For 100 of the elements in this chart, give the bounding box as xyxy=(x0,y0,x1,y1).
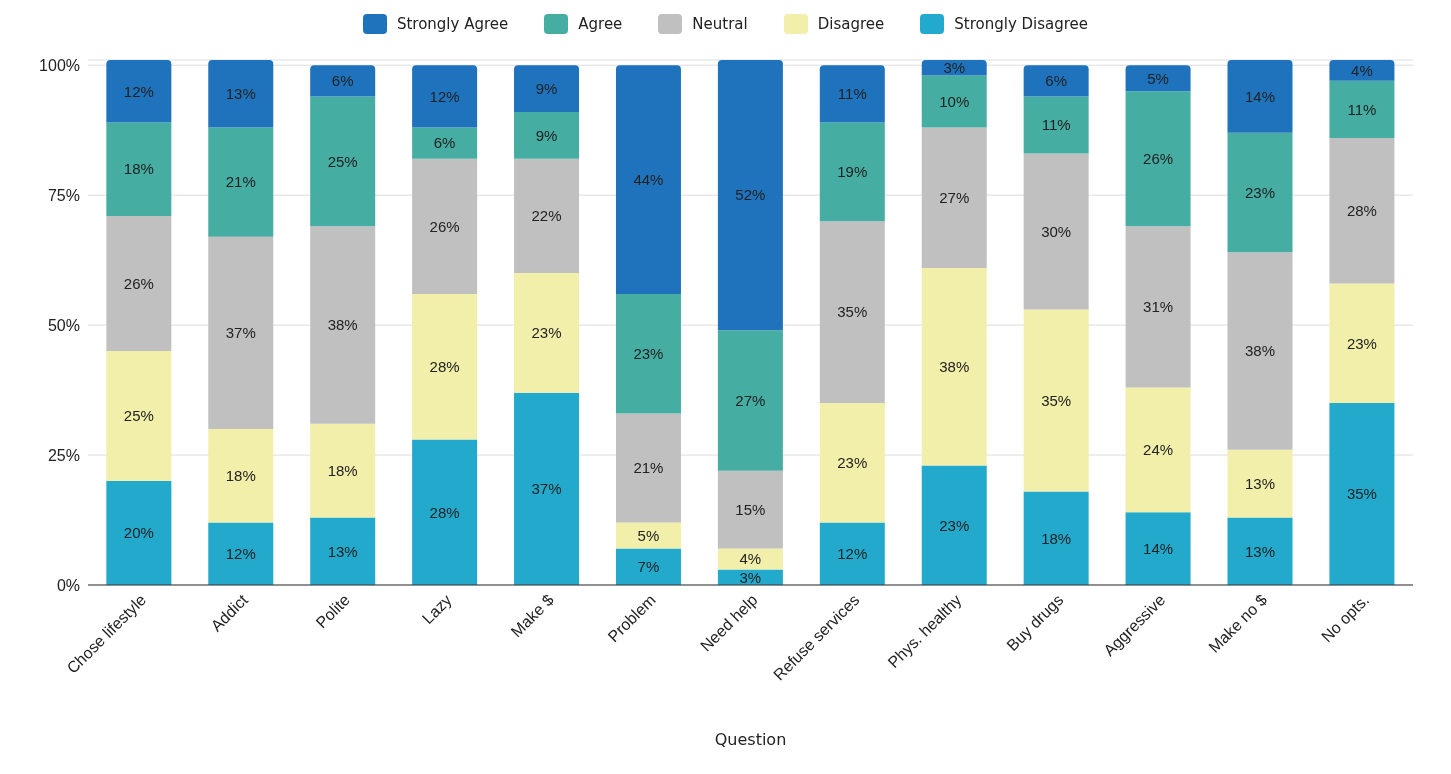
bar xyxy=(310,96,376,227)
bar xyxy=(615,65,681,294)
bar xyxy=(208,522,274,585)
data-label: 19% xyxy=(837,163,868,181)
y-tick-label: 50% xyxy=(47,316,80,334)
data-label: 4% xyxy=(739,550,762,568)
data-label: 18% xyxy=(225,467,256,485)
data-label: 11% xyxy=(837,85,867,103)
data-label: 28% xyxy=(429,503,460,521)
data-label: 18% xyxy=(327,461,358,479)
data-label: 14% xyxy=(1244,87,1276,105)
data-label: 13% xyxy=(1244,542,1276,560)
data-label: 12% xyxy=(225,545,256,563)
bar xyxy=(717,60,783,331)
bar xyxy=(208,236,274,430)
bar xyxy=(208,60,274,128)
data-label: 9% xyxy=(535,126,558,144)
data-label: 44% xyxy=(633,170,664,188)
bar xyxy=(819,403,885,523)
data-label: 38% xyxy=(939,358,970,376)
bar xyxy=(1227,60,1293,133)
data-label: 35% xyxy=(1041,391,1072,409)
x-tick-label: No opts. xyxy=(1318,591,1373,646)
legend-label: Disagree xyxy=(817,15,885,33)
bar xyxy=(412,293,478,440)
data-label: 15% xyxy=(735,500,766,518)
bar xyxy=(106,351,172,482)
bar xyxy=(514,111,580,159)
data-label: 23% xyxy=(531,324,562,342)
data-label: 5% xyxy=(637,526,660,544)
bar xyxy=(615,293,681,414)
bar xyxy=(1125,226,1191,388)
bar xyxy=(1329,283,1395,404)
data-label: 35% xyxy=(837,303,868,321)
bar xyxy=(1023,153,1089,310)
bar xyxy=(1023,491,1089,585)
bar xyxy=(310,226,376,424)
data-label: 12% xyxy=(837,545,868,563)
bar xyxy=(1125,91,1191,227)
bar xyxy=(1125,65,1191,92)
data-label: 10% xyxy=(939,92,970,110)
data-label: 12% xyxy=(123,82,154,100)
bar xyxy=(921,465,987,585)
bar xyxy=(615,548,681,585)
x-axis-title: Question xyxy=(714,730,787,749)
bar xyxy=(615,413,681,523)
bar xyxy=(208,127,274,237)
data-label: 20% xyxy=(123,524,154,542)
data-label: 23% xyxy=(939,516,970,534)
data-label: 35% xyxy=(1346,485,1377,503)
data-label: 13% xyxy=(327,542,358,560)
bar xyxy=(819,122,885,222)
data-label: 3% xyxy=(739,568,762,586)
data-label: 6% xyxy=(1045,72,1067,90)
bar xyxy=(921,127,987,268)
data-label: 11% xyxy=(1347,100,1377,118)
data-label: 7% xyxy=(637,558,660,576)
data-label: 5% xyxy=(1147,69,1169,87)
data-label: 13% xyxy=(1244,474,1276,492)
data-label: 6% xyxy=(331,72,354,90)
data-label: 4% xyxy=(1351,61,1373,79)
bar xyxy=(412,439,478,585)
data-label: 38% xyxy=(1244,342,1276,360)
bar xyxy=(514,392,580,585)
bar xyxy=(310,423,376,518)
data-label: 26% xyxy=(123,274,154,292)
bar xyxy=(106,122,172,216)
data-label: 25% xyxy=(327,152,358,170)
bar xyxy=(615,522,681,549)
bar xyxy=(1329,403,1395,585)
data-label: 28% xyxy=(429,358,460,376)
bar xyxy=(1023,65,1089,97)
y-tick-label: 25% xyxy=(47,446,80,464)
data-label: 12% xyxy=(429,87,460,105)
legend-label: Neutral xyxy=(692,15,748,33)
legend-label: Strongly Disagree xyxy=(954,15,1089,33)
data-label: 11% xyxy=(1041,116,1071,134)
data-label: 23% xyxy=(1346,334,1377,352)
bar xyxy=(1329,137,1395,284)
data-label: 26% xyxy=(1143,150,1174,168)
bar xyxy=(208,429,274,523)
data-label: 14% xyxy=(1143,539,1174,557)
bar xyxy=(819,522,885,585)
bar xyxy=(819,221,885,404)
bar xyxy=(1023,309,1089,492)
bar xyxy=(1023,96,1089,154)
y-tick-label: 100% xyxy=(39,56,80,74)
bar xyxy=(1227,517,1293,585)
legend-label: Strongly Agree xyxy=(396,15,509,33)
bar xyxy=(514,158,580,274)
data-label: 30% xyxy=(1041,222,1072,240)
bar xyxy=(412,127,478,159)
data-label: 37% xyxy=(531,480,562,498)
data-label: 6% xyxy=(433,134,456,152)
bar xyxy=(1227,449,1293,518)
bar xyxy=(1125,512,1191,585)
data-label: 18% xyxy=(1041,529,1072,547)
data-label: 26% xyxy=(429,217,460,235)
data-label: 52% xyxy=(735,186,766,204)
bar xyxy=(1227,252,1293,450)
